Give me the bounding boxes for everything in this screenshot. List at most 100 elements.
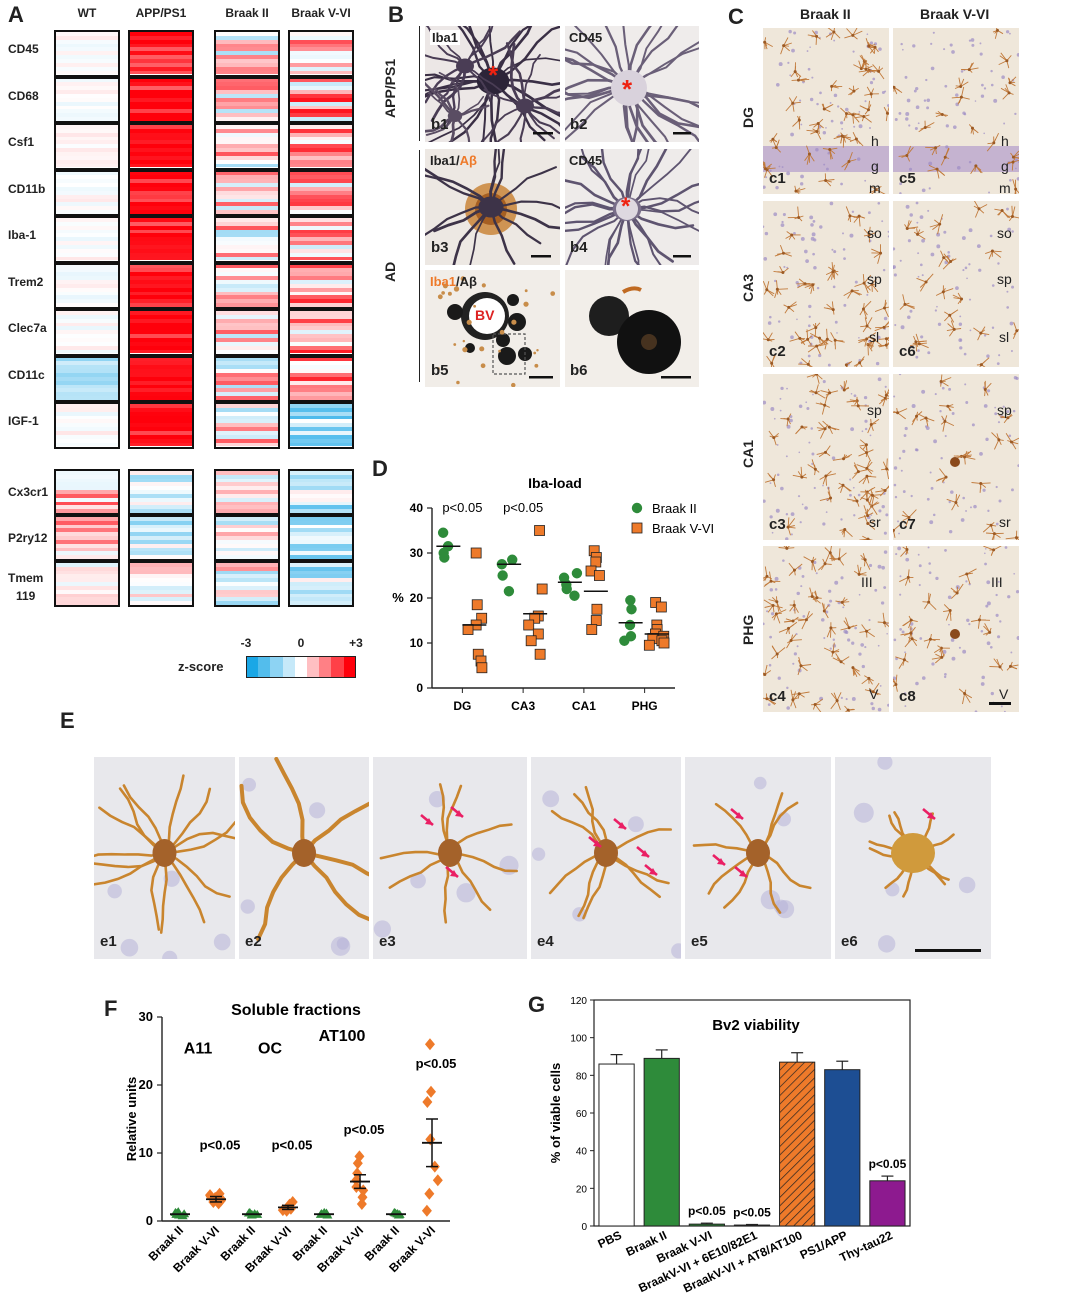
heatmap-cell	[216, 517, 278, 521]
microglia-cell	[935, 285, 954, 300]
microglia-cell	[797, 656, 812, 676]
nucleus-speck	[990, 83, 994, 87]
heatmap-cell	[290, 601, 352, 605]
nucleus-speck	[991, 326, 995, 329]
nucleus-speck	[947, 595, 952, 600]
nucleus-speck	[829, 201, 834, 206]
nucleus-speck	[893, 265, 896, 269]
data-point	[471, 599, 483, 611]
nucleus-speck	[879, 685, 882, 687]
nucleus-speck	[900, 325, 905, 330]
nucleus-speck	[980, 682, 985, 686]
microglia-cell	[833, 134, 851, 144]
heatmap-cell	[216, 221, 278, 226]
nucleus-speck	[774, 588, 778, 591]
stain-speck	[534, 363, 539, 368]
tile-label-c6: c6	[899, 343, 916, 360]
microglia-cell	[789, 600, 799, 614]
data-point	[424, 1038, 435, 1051]
nucleus-speck	[989, 645, 993, 649]
nucleus-speck	[837, 105, 840, 108]
heatmap-cell	[216, 357, 278, 362]
nucleus-speck	[834, 320, 838, 324]
heatmap-cell-block	[288, 123, 354, 170]
microglia-cell	[764, 472, 776, 488]
micrograph-e2: e2	[239, 757, 369, 959]
heatmap-cell	[56, 55, 118, 60]
nucleus-speck	[902, 449, 906, 453]
microglia-cell	[769, 133, 778, 143]
heatmap-cell	[130, 241, 192, 246]
heatmap-cell	[216, 159, 278, 164]
tile-label-e6: e6	[841, 933, 858, 950]
nucleus-speck	[945, 145, 949, 149]
heatmap-cell	[290, 478, 352, 483]
nucleus-speck	[809, 97, 814, 102]
nucleus-speck	[905, 111, 910, 116]
nucleus-speck	[917, 553, 920, 556]
nucleus-speck	[787, 61, 790, 64]
heatmap-cell	[216, 589, 278, 594]
heatmap-cell	[56, 345, 118, 350]
heatmap-cell-block	[288, 355, 354, 402]
heatmap-cell	[130, 427, 192, 432]
microglia-cell	[795, 610, 814, 630]
microglia-cell	[794, 185, 806, 194]
nucleus-speck	[1004, 546, 1008, 549]
stain-speck	[499, 329, 505, 335]
microglia-cell	[783, 301, 797, 314]
heatmap-cell-block	[214, 469, 280, 515]
heatmap-cell	[130, 547, 192, 552]
data-point	[356, 1198, 367, 1210]
microglia-cell	[858, 446, 874, 462]
heatmap-cell	[56, 43, 118, 48]
nucleus-speck	[894, 324, 897, 327]
nucleus-speck	[843, 303, 847, 307]
row-label-dg: DG	[740, 107, 756, 128]
nucleus-speck	[959, 339, 962, 341]
nucleus-speck	[804, 506, 808, 510]
heatmap-cell	[216, 86, 278, 91]
microglia-cell	[804, 145, 815, 165]
heatmap-cell	[130, 148, 192, 153]
heatmap-cell	[56, 392, 118, 397]
y-axis-label: Relative units	[124, 1077, 139, 1162]
heatmap-cell	[56, 520, 118, 525]
heatmap-cell	[290, 229, 352, 234]
zscore-legend-cell	[319, 656, 332, 678]
heatmap-cell	[130, 520, 192, 525]
nucleus-speck	[990, 691, 994, 696]
arrow-indicator	[450, 806, 464, 818]
microglia-cell	[774, 280, 789, 299]
heatmap-cell	[216, 163, 278, 168]
nucleus-speck	[840, 182, 843, 186]
micrograph-e3: e3	[373, 757, 527, 959]
nucleus-speck	[1010, 651, 1013, 654]
nucleus-speck	[961, 236, 966, 240]
y-tick-label: 10	[410, 636, 424, 650]
microglia-cell	[859, 439, 868, 453]
heatmap-cell	[130, 361, 192, 366]
nucleus-speck	[901, 630, 905, 634]
nucleus-speck	[776, 443, 779, 446]
heatmap-cell	[290, 51, 352, 56]
nucleus-speck	[780, 486, 784, 491]
heatmap-cell	[216, 490, 278, 494]
nucleus-speck	[915, 201, 919, 205]
microglia-cell	[763, 566, 773, 582]
microglia-cell	[951, 86, 970, 105]
heatmap-cell-block	[128, 169, 194, 216]
gene-label: Trem2	[8, 274, 44, 289]
microglia-cell	[935, 111, 948, 118]
nucleus-speck	[926, 497, 930, 501]
nucleus-speck	[841, 127, 844, 130]
heatmap-cell	[290, 318, 352, 323]
microglia-cell	[985, 532, 1004, 540]
data-point	[392, 1209, 403, 1218]
heatmap-cell	[216, 47, 278, 52]
data-point	[424, 1187, 435, 1200]
microglia-cell	[853, 356, 865, 367]
nucleus-speck	[786, 387, 788, 390]
heatmap-cell	[130, 330, 192, 335]
